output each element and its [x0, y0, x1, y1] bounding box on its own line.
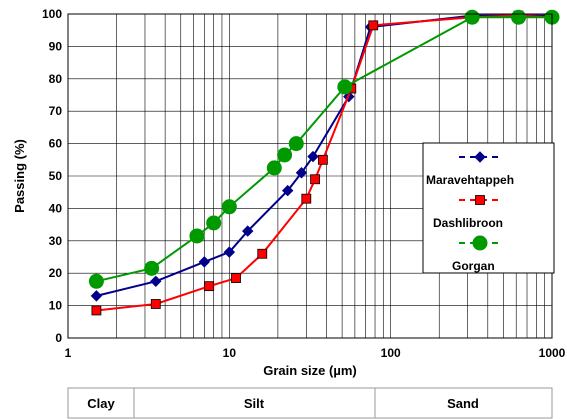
- y-tick-label: 100: [42, 7, 62, 21]
- legend-marker: [472, 235, 488, 251]
- data-point: [88, 273, 104, 289]
- y-tick-label: 90: [49, 39, 63, 53]
- y-tick-label: 80: [49, 72, 63, 86]
- size-class-clay: Clay: [87, 396, 115, 411]
- data-point: [307, 150, 319, 163]
- size-class-sand: Sand: [447, 396, 479, 411]
- data-point: [266, 160, 282, 176]
- data-point: [189, 228, 205, 244]
- data-point: [91, 305, 102, 316]
- data-point: [281, 184, 294, 197]
- data-point: [295, 167, 308, 179]
- legend-label: Gorgan: [452, 259, 495, 273]
- data-point: [337, 79, 353, 95]
- data-point: [150, 299, 161, 309]
- data-point: [221, 199, 237, 215]
- y-axis-title: Passing (%): [12, 139, 27, 213]
- size-class-band: Clay Silt Sand: [67, 387, 553, 419]
- size-class-frame: [67, 387, 553, 419]
- y-tick-label: 20: [49, 266, 63, 280]
- data-point: [301, 193, 312, 204]
- y-tick-label: 30: [49, 234, 63, 248]
- x-tick-label: 100: [381, 346, 401, 360]
- legend-marker: [475, 195, 485, 205]
- y-tick-label: 70: [49, 104, 63, 118]
- data-point: [242, 225, 254, 237]
- y-tick-label: 10: [49, 299, 63, 313]
- data-point: [204, 281, 215, 292]
- data-point: [231, 273, 241, 283]
- data-point: [310, 174, 320, 185]
- data-point: [368, 20, 379, 31]
- data-point: [144, 260, 160, 276]
- y-tick-label: 0: [55, 331, 62, 345]
- data-point: [511, 9, 527, 25]
- series-line: [96, 16, 552, 283]
- y-tick-label: 40: [49, 201, 63, 215]
- data-point: [198, 256, 211, 268]
- data-point: [150, 275, 162, 288]
- legend-box: [422, 142, 555, 274]
- series-layer: [88, 9, 560, 316]
- legend-label: Dashlibroon: [433, 216, 503, 230]
- data-point: [257, 248, 268, 259]
- legend: Maravehtappeh Dashlibroon Gorgan: [422, 142, 555, 274]
- x-axis-title: Grain size (µm): [263, 363, 356, 378]
- y-tick-label: 60: [49, 137, 63, 151]
- data-point: [223, 246, 236, 258]
- x-tick-label: 1: [65, 346, 72, 360]
- legend-marker: [474, 151, 486, 163]
- data-point: [464, 9, 480, 25]
- legend-label: Maravehtappeh: [426, 173, 514, 187]
- data-point: [317, 154, 328, 165]
- data-point: [288, 136, 304, 152]
- y-tick-label: 50: [49, 169, 63, 183]
- x-tick-label: 10: [223, 346, 237, 360]
- x-tick-label: 1000: [539, 346, 566, 360]
- data-point: [206, 215, 222, 231]
- data-point: [90, 290, 103, 302]
- data-point: [277, 147, 293, 163]
- size-class-silt: Silt: [244, 396, 265, 411]
